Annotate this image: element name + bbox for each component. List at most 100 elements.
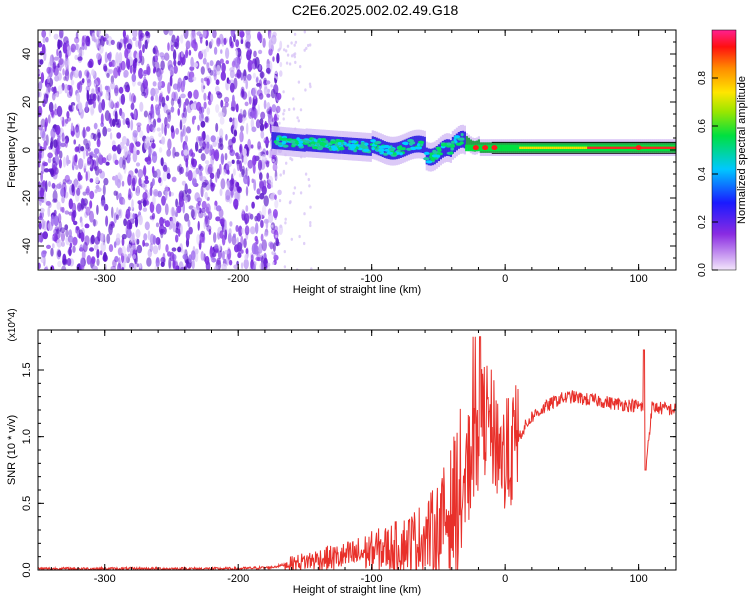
spectrogram-noise-cell <box>155 93 159 102</box>
spectrogram-noise-cell <box>261 204 267 217</box>
y-tick-label: -20 <box>21 190 33 206</box>
spectrogram-noise-cell <box>190 30 196 40</box>
spectrogram-noise-cell <box>101 99 106 111</box>
spectrogram-noise-cell <box>61 206 65 213</box>
spectrogram-noise-cell <box>145 30 150 37</box>
spectrogram-noise-cell <box>183 30 189 39</box>
spectrogram-noise-cell <box>149 121 155 131</box>
spectrogram-noise-cell <box>232 233 236 238</box>
spectrogram-noise-cell <box>150 95 154 102</box>
spectrogram-noise-cell <box>253 244 259 255</box>
spectrogram-signal-peak <box>647 146 650 149</box>
spectrogram-noise-cell <box>166 172 171 180</box>
spectrogram-signal-cell <box>497 144 500 152</box>
spectrogram-noise-cell <box>260 233 264 242</box>
spectrogram-noise-cell <box>48 181 51 187</box>
spectrogram-noise-cell <box>96 204 99 215</box>
spectrogram-band-core <box>443 139 446 157</box>
spectrogram-noise-cell <box>190 103 196 110</box>
spectrogram-noise-cell <box>220 49 223 54</box>
spectrogram-noise-cell <box>196 234 201 245</box>
spectrogram-noise-cell <box>170 206 176 217</box>
spectrogram-signal-peak <box>655 146 658 149</box>
spectrogram-band-core <box>279 132 282 150</box>
spectrogram-signal-cell <box>501 144 504 152</box>
spectrogram-noise-cell <box>165 95 170 102</box>
colorbar-label: Normalized spectral amplitude <box>736 76 748 224</box>
spectrogram-noise-cell <box>216 64 221 76</box>
spectrogram-noise-cell <box>130 93 136 104</box>
spectrogram-noise-cell <box>185 157 189 168</box>
spectrogram-noise-cell <box>139 101 144 112</box>
spectrogram-noise-cell <box>255 222 259 235</box>
spectrogram-noise-cell <box>85 101 89 113</box>
spectrogram-noise-cell <box>215 205 222 212</box>
spectrogram-noise-cell <box>175 234 179 243</box>
spectrogram-noise-cell <box>229 36 233 47</box>
spectrogram-signal-cell <box>446 142 452 146</box>
spectrogram-noise-cell <box>47 114 51 124</box>
spectrogram-band-core <box>441 140 444 158</box>
spectrogram-noise-cell <box>78 158 84 170</box>
spectrogram-noise-cell <box>203 92 207 101</box>
spectrogram-noise-cell <box>275 105 281 114</box>
spectrogram-noise-cell <box>264 160 270 165</box>
spectrogram-noise-cell <box>228 228 232 235</box>
spectrogram-noise-cell <box>259 192 265 200</box>
spectrogram-signal-cell <box>409 142 413 146</box>
spectrogram-noise-cell <box>182 253 188 260</box>
spectrogram-noise-cell <box>159 94 163 100</box>
spectrogram-noise-cell <box>235 225 239 232</box>
spectrogram-noise-cell <box>303 212 306 216</box>
spectrogram-noise-cell <box>271 224 274 228</box>
spectrogram-noise-cell <box>144 179 150 184</box>
spectrogram-noise-cell <box>160 55 166 61</box>
spectrogram-noise-cell <box>282 90 285 94</box>
spectrogram-noise-cell <box>293 43 296 47</box>
spectrogram-signal-cell <box>331 147 338 151</box>
spectrogram-noise-cell <box>75 43 79 51</box>
y-tick-label: 0.0 <box>21 562 33 577</box>
spectrogram-noise-cell <box>136 186 140 196</box>
spectrogram-noise-cell <box>96 258 100 266</box>
spectrogram-noise-cell <box>58 52 63 60</box>
spectrogram-noise-cell <box>177 98 181 105</box>
spectrogram-noise-cell <box>293 32 297 36</box>
spectrogram-noise-cell <box>62 68 65 76</box>
spectrogram-signal-peak <box>531 146 534 149</box>
x-tick-label: -200 <box>227 273 249 285</box>
spectrogram-noise-cell <box>233 264 239 270</box>
spectrogram-noise-cell <box>145 136 150 143</box>
spectrogram-band-core <box>453 135 456 153</box>
spectrogram-noise-cell <box>290 158 294 162</box>
spectrogram-band-core <box>393 142 396 160</box>
spectrogram-noise-cell <box>221 62 226 73</box>
spectrogram-noise-cell <box>202 58 207 65</box>
spectrogram-signal-cell <box>353 149 357 153</box>
spectrogram-noise-cell <box>74 146 80 153</box>
spectrogram-noise-cell <box>93 218 96 227</box>
spectrogram-noise-cell <box>188 49 192 56</box>
spectrogram-noise-cell <box>282 171 285 175</box>
spectrogram-signal-cell <box>515 144 518 152</box>
spectrogram-signal-peak <box>587 146 590 149</box>
spectrogram-noise-cell <box>86 185 90 196</box>
spectrogram-noise-cell <box>130 102 135 110</box>
spectrogram-signal-cell <box>282 144 289 148</box>
spectrogram-noise-cell <box>285 61 289 65</box>
colorbar-tick-label: 0.0 <box>697 263 708 277</box>
spectrogram-noise-cell <box>239 145 242 153</box>
spectrogram-signal-cell <box>351 144 357 148</box>
spectrogram-signal-peak <box>482 145 489 151</box>
spectrogram-noise-cell <box>55 124 61 136</box>
spectrogram-signal-cell <box>487 144 490 152</box>
spectrogram-noise-cell <box>52 198 58 203</box>
spectrogram-noise-cell <box>60 187 65 197</box>
spectrogram-noise-cell <box>105 91 110 101</box>
spectrogram-noise-cell <box>273 113 278 123</box>
spectrogram-noise-cell <box>275 155 278 166</box>
spectrogram-noise-cell <box>245 186 249 197</box>
spectrogram-noise-cell <box>198 210 204 219</box>
spectrogram-noise-cell <box>64 58 69 66</box>
spectrogram-noise-cell <box>204 160 210 165</box>
